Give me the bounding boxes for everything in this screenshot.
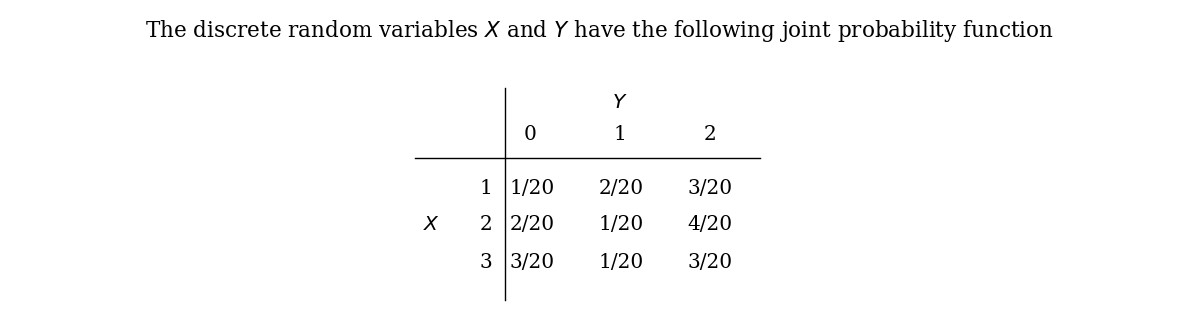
Text: 1/20: 1/20 <box>599 216 643 234</box>
Text: 3/20: 3/20 <box>688 179 732 198</box>
Text: 2/20: 2/20 <box>599 179 643 198</box>
Text: 3/20: 3/20 <box>510 253 554 272</box>
Text: $X$: $X$ <box>424 216 440 234</box>
Text: 1/20: 1/20 <box>599 253 643 272</box>
Text: 4/20: 4/20 <box>688 216 732 234</box>
Text: 1: 1 <box>613 125 626 144</box>
Text: 2/20: 2/20 <box>510 216 554 234</box>
Text: $Y$: $Y$ <box>612 93 628 112</box>
Text: The discrete random variables $X$ and $Y$ have the following joint probability f: The discrete random variables $X$ and $Y… <box>145 18 1055 44</box>
Text: 0: 0 <box>523 125 536 144</box>
Text: 3/20: 3/20 <box>688 253 732 272</box>
Text: 1/20: 1/20 <box>509 179 554 198</box>
Text: 1: 1 <box>480 179 492 198</box>
Text: 2: 2 <box>703 125 716 144</box>
Text: 2: 2 <box>480 216 492 234</box>
Text: 3: 3 <box>480 253 492 272</box>
